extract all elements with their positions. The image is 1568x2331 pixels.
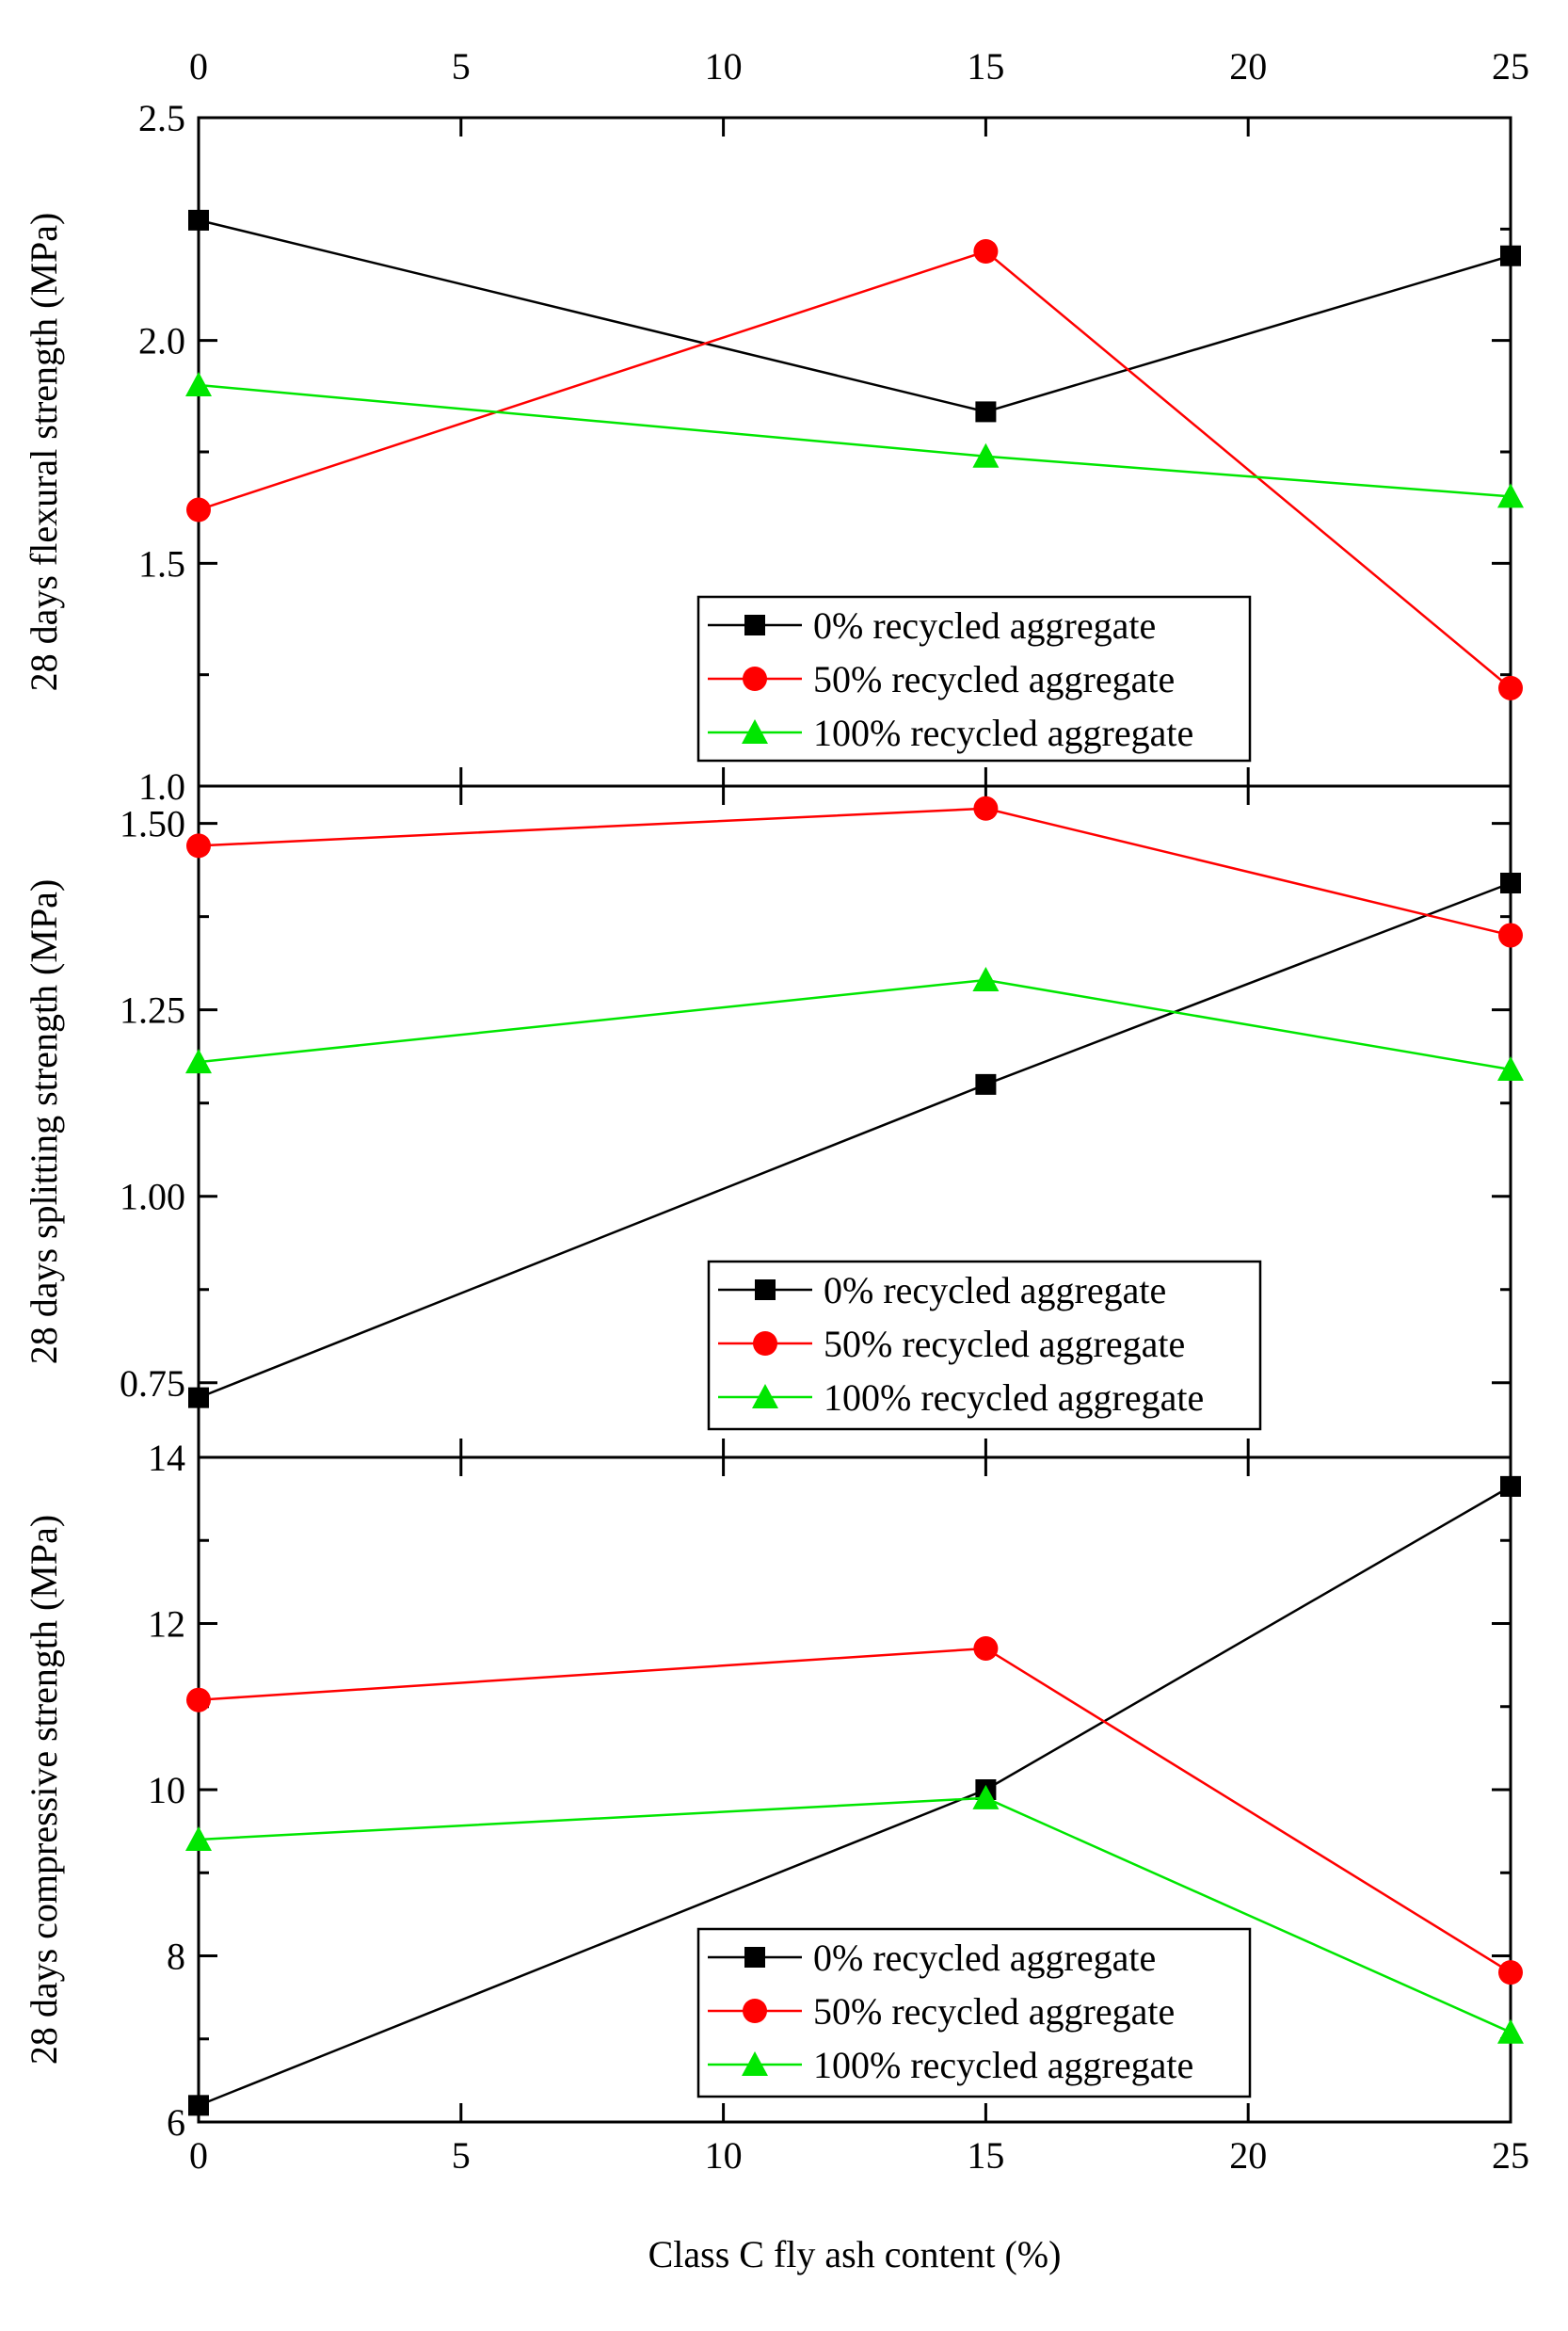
panel-1-series-2-point-1: [972, 966, 1000, 991]
panel-0-series-1-point-2: [1498, 675, 1523, 700]
bottom-xtick-label-4: 20: [1229, 2134, 1267, 2177]
panel-0-series-2-point-1: [972, 442, 1000, 468]
panel-2-series-0-point-2: [1500, 1475, 1521, 1497]
top-xtick-label-3: 15: [967, 45, 1004, 88]
panel-2-legend-marker-1: [743, 1999, 767, 2023]
panel-1-series-2-point-2: [1497, 1056, 1524, 1082]
top-xtick-label-4: 20: [1229, 45, 1267, 88]
panel-1-ytick-label-1: 1.00: [120, 1176, 185, 1218]
panel-0-legend-label-2: 100% recycled aggregate: [813, 712, 1193, 754]
panel-2-legend-label-0: 0% recycled aggregate: [813, 1937, 1156, 1979]
panel-0-series-0-point-0: [188, 209, 209, 231]
panel-1-ytick-label-0: 0.75: [120, 1362, 185, 1405]
panel-0-series-0-line: [198, 218, 1512, 413]
panel-1-series-2-point-0: [185, 1049, 212, 1074]
panel-1-series-0-point-1: [975, 1073, 997, 1095]
panel-2-series-0-point-0: [188, 2095, 209, 2116]
panel-0-series-2-point-2: [1497, 483, 1524, 508]
panel-1-legend-marker-2: [752, 1384, 778, 1408]
panel-1-legend-marker-1: [753, 1331, 777, 1356]
panel-0-ylabel: 28 days flexural strength (MPa): [23, 213, 65, 692]
panel-0-series-0-point-1: [975, 401, 997, 423]
panel-1-series-0-point-0: [188, 1387, 209, 1408]
panel-1-series-2-line: [198, 978, 1512, 1071]
panel-0-ytick-label-3: 2.5: [138, 97, 185, 139]
panel-0-ytick-label-2: 2.0: [138, 320, 185, 362]
panel-2-ytick-label-0: 6: [167, 2101, 185, 2144]
panel-0-series-0-point-2: [1500, 245, 1521, 266]
panel-1-legend-marker-0: [755, 1279, 776, 1300]
panel-1-legend-label-2: 100% recycled aggregate: [824, 1376, 1204, 1419]
panel-0-ytick-label-0: 1.0: [138, 765, 185, 808]
panel-2-series-2-point-0: [185, 1825, 212, 1851]
panel-2-series-1-line: [198, 1647, 1512, 1974]
panel-2-ytick-label-1: 8: [167, 1936, 185, 1978]
bottom-xtick-label-3: 15: [967, 2134, 1004, 2177]
panel-1-ytick-label-2: 1.25: [120, 989, 185, 1032]
panel-2-ytick-label-2: 10: [148, 1769, 185, 1811]
panel-0-ytick-label-1: 1.5: [138, 542, 185, 585]
panel-1-legend-label-0: 0% recycled aggregate: [824, 1269, 1166, 1311]
panel-2-legend-marker-0: [744, 1947, 765, 1968]
panel-2-series-2-point-1: [972, 1784, 1000, 1809]
panel-1-ytick-label-3: 1.50: [120, 803, 185, 845]
panel-1-series-0-point-2: [1500, 872, 1521, 893]
panel-0-legend-label-0: 0% recycled aggregate: [813, 604, 1156, 647]
panel-2-ylabel: 28 days compressive strength (MPa): [23, 1515, 65, 2065]
panel-0-series-2-point-0: [185, 372, 212, 396]
panel-1-series-1-line: [198, 807, 1512, 937]
top-xtick-label-2: 10: [705, 45, 743, 88]
panel-2-series-1-point-0: [186, 1687, 211, 1712]
bottom-xtick-label-0: 0: [189, 2134, 208, 2177]
panel-0-legend-label-1: 50% recycled aggregate: [813, 658, 1175, 700]
panel-2-series-1-point-2: [1498, 1960, 1523, 1985]
panel-1-series-1-point-1: [973, 796, 999, 821]
panel-2-series-1-point-1: [973, 1635, 999, 1661]
panel-1-series-1-point-2: [1498, 923, 1523, 948]
panel-0-legend-marker-0: [744, 615, 765, 635]
panel-2-ytick-label-3: 12: [148, 1603, 185, 1646]
panel-2-series-2-point-2: [1497, 2018, 1524, 2044]
panel-2-legend-label-2: 100% recycled aggregate: [813, 2044, 1193, 2086]
panel-0-series-1-point-0: [186, 497, 211, 522]
x-axis-title: Class C fly ash content (%): [648, 2233, 1062, 2275]
panel-2-ytick-label-4: 14: [148, 1437, 185, 1479]
panel-0-series-2-line: [198, 383, 1512, 498]
panel-0-series-1-point-1: [973, 239, 999, 264]
panel-1-series-1-point-0: [186, 833, 211, 859]
top-xtick-label-1: 5: [452, 45, 471, 88]
panel-0-legend-marker-1: [743, 667, 767, 691]
top-xtick-label-0: 0: [189, 45, 208, 88]
bottom-xtick-label-5: 25: [1492, 2134, 1529, 2177]
panel-2-legend-marker-2: [742, 2051, 768, 2076]
panel-0-legend-marker-2: [742, 719, 768, 744]
panel-1-legend-label-1: 50% recycled aggregate: [824, 1323, 1185, 1365]
bottom-xtick-label-1: 5: [452, 2134, 471, 2177]
panel-2-legend-label-1: 50% recycled aggregate: [813, 1990, 1175, 2033]
bottom-xtick-label-2: 10: [705, 2134, 743, 2177]
panel-1-ylabel: 28 days splitting strength (MPa): [23, 879, 65, 1365]
top-xtick-label-5: 25: [1492, 45, 1529, 88]
